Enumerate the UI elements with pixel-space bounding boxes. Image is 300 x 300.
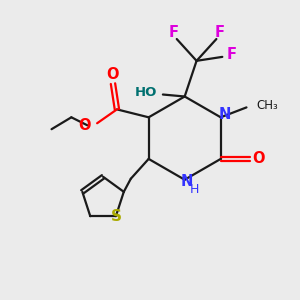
Text: CH₃: CH₃ — [256, 99, 278, 112]
Text: F: F — [226, 47, 236, 62]
Text: O: O — [107, 67, 119, 82]
Text: H: H — [190, 183, 199, 196]
Text: F: F — [169, 25, 179, 40]
Text: S: S — [110, 209, 122, 224]
Text: N: N — [181, 174, 193, 189]
Text: N: N — [218, 107, 231, 122]
Text: O: O — [252, 152, 265, 166]
Text: O: O — [79, 118, 91, 133]
Text: F: F — [214, 25, 224, 40]
Text: HO: HO — [135, 86, 157, 99]
